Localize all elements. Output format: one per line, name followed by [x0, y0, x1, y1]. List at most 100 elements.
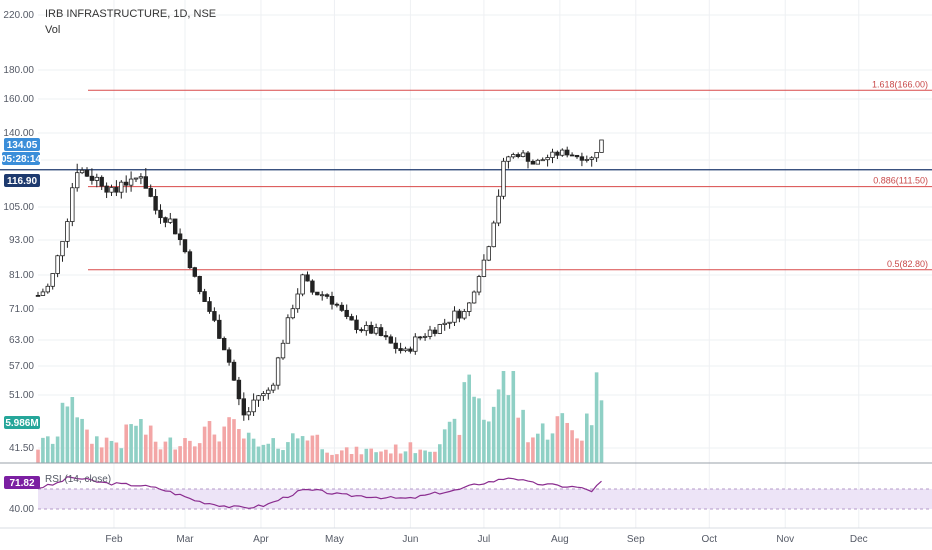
- volume-bar: [418, 449, 422, 463]
- volume-bar: [65, 406, 70, 463]
- candle-body: [599, 139, 604, 153]
- fib-level-label: 0.886(111.50): [873, 176, 928, 186]
- volume-bar: [413, 453, 418, 463]
- month-tick-label: Mar: [176, 534, 194, 545]
- candle-body: [50, 273, 55, 287]
- price-badge-text: 134.05: [7, 140, 38, 151]
- candle-body: [300, 274, 305, 295]
- candle-body: [388, 336, 393, 344]
- volume-bar: [330, 454, 334, 463]
- candle-body: [579, 156, 585, 161]
- candle-body: [133, 177, 139, 180]
- volume-bar: [104, 437, 109, 463]
- volume-bar: [320, 449, 324, 463]
- volume-bar: [349, 453, 354, 463]
- volume-bar: [536, 433, 540, 463]
- candle-body: [207, 301, 212, 312]
- volume-bar: [99, 447, 104, 463]
- candle-body: [143, 176, 148, 189]
- volume-bar: [393, 444, 398, 463]
- candle-body: [584, 159, 589, 161]
- fib-level-label: 1.618(166.00): [872, 79, 928, 89]
- candle-body: [432, 329, 438, 334]
- volume-bar: [144, 434, 148, 463]
- candle-body: [403, 348, 408, 352]
- candle-body: [104, 185, 109, 193]
- candle-body: [368, 324, 374, 334]
- candle-body: [452, 310, 457, 323]
- volume-bar: [148, 425, 153, 463]
- candle-body: [202, 291, 207, 302]
- volume-bar: [335, 454, 339, 463]
- candle-body: [60, 240, 65, 257]
- countdown-badge: 05:28:14: [1, 152, 41, 165]
- volume-bar: [580, 440, 584, 463]
- price-tick-label: 160.00: [3, 94, 34, 105]
- volume-bar: [197, 443, 202, 463]
- candle-body: [261, 393, 266, 397]
- candle-body: [457, 310, 462, 319]
- volume-bars: [36, 371, 604, 463]
- candle-body: [182, 239, 188, 253]
- candle-body: [310, 280, 315, 293]
- volume-badge: 5.986M: [4, 416, 40, 429]
- candle-body: [525, 152, 531, 162]
- candle-body: [305, 274, 310, 282]
- candle-body: [168, 218, 173, 223]
- volume-bar: [222, 426, 226, 463]
- candle-body: [99, 176, 104, 187]
- volume-bar: [472, 396, 476, 463]
- volume-bar: [496, 389, 501, 463]
- volume-bar: [428, 451, 432, 463]
- volume-bar: [560, 413, 565, 463]
- volume-bar: [315, 434, 320, 463]
- volume-bar: [389, 453, 393, 463]
- volume-bar: [354, 446, 359, 463]
- volume-bar: [129, 424, 133, 463]
- month-tick-label: Jun: [402, 534, 418, 545]
- volume-bar: [325, 452, 329, 463]
- candle-body: [40, 291, 46, 296]
- candle-body: [442, 322, 447, 325]
- candle-body: [319, 294, 325, 297]
- volume-label: Vol: [45, 24, 60, 36]
- candle-body: [221, 338, 227, 351]
- price-tick-label: 41.50: [9, 443, 34, 454]
- volume-bar: [46, 436, 50, 463]
- volume-bar: [276, 448, 280, 463]
- volume-bar: [540, 423, 545, 463]
- candle-body: [555, 151, 560, 156]
- candle-body: [481, 259, 487, 277]
- volume-bar: [207, 421, 212, 463]
- candle-body: [471, 291, 477, 304]
- candle-body: [109, 187, 114, 193]
- volume-bar: [173, 449, 177, 463]
- candle-body: [138, 176, 144, 179]
- volume-bar: [227, 417, 231, 463]
- time-axis[interactable]: Feb Mar Apr May Jun Jul Aug Sep Oct Nov Dec: [105, 534, 867, 545]
- candle-body: [413, 336, 418, 352]
- candle-body: [417, 336, 423, 339]
- price-tick-label: 220.00: [3, 10, 34, 21]
- volume-bar: [237, 429, 241, 463]
- volume-bar: [163, 441, 168, 463]
- candle-body: [364, 324, 369, 332]
- price-tick-label: 63.00: [9, 335, 34, 346]
- candle-body: [545, 157, 550, 161]
- volume-bar: [452, 418, 457, 463]
- volume-bar: [60, 402, 65, 463]
- volume-bar: [193, 446, 197, 463]
- candle-body: [422, 335, 428, 338]
- volume-bar: [384, 449, 388, 463]
- price-tick-label: 81.00: [9, 270, 34, 281]
- candle-body: [65, 221, 70, 242]
- candle-body: [349, 316, 354, 321]
- candle-body: [172, 218, 178, 235]
- candle-body: [393, 342, 398, 349]
- candle-body: [427, 329, 433, 337]
- volume-bar: [232, 419, 236, 463]
- candle-body: [153, 196, 158, 211]
- candle-body: [285, 317, 291, 344]
- candle-body: [408, 348, 413, 352]
